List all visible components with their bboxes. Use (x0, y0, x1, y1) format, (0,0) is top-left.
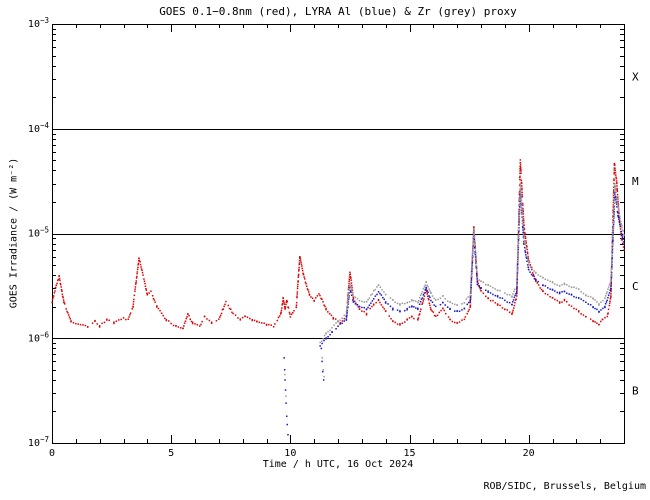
flare-class-boundary-lines (52, 129, 624, 339)
y-axis-ticks: 10−7 10−6 10−5 10−4 10−3 (28, 16, 624, 449)
chart-title: GOES 0.1−0.8nm (red), LYRA Al (blue) & Z… (159, 5, 517, 18)
flare-class-label: C (632, 280, 639, 293)
x-axis-tick-label: 0 (49, 448, 55, 459)
x-axis-tick-label: 10 (284, 448, 296, 459)
x-axis-tick-label: 20 (523, 448, 535, 459)
x-axis-ticks: 0 5 10 15 20 (49, 24, 625, 459)
flare-class-labels: X M C B (632, 70, 639, 397)
series-lyra_al_blue-dots (283, 189, 625, 436)
flare-class-label: X (632, 70, 639, 83)
x-axis-tick-label: 5 (168, 448, 174, 459)
x-axis-title: Time / h UTC, 16 Oct 2024 (262, 459, 414, 470)
series-goes_red-dots (51, 159, 625, 330)
y-axis-tick-label: 10−7 (28, 435, 49, 449)
y-axis-tick-label: 10−6 (28, 330, 50, 344)
y-axis-tick-label: 10−4 (28, 121, 50, 135)
x-axis-tick-label: 15 (403, 448, 415, 459)
attribution-text: ROB/SIDC, Brussels, Belgium (483, 481, 646, 492)
y-axis-tick-label: 10−3 (28, 16, 49, 30)
series-lyra_zr_grey-dots (284, 182, 625, 397)
flare-class-label: B (632, 385, 639, 398)
y-axis-tick-label: 10−5 (28, 226, 49, 240)
flare-class-label: M (632, 175, 639, 188)
